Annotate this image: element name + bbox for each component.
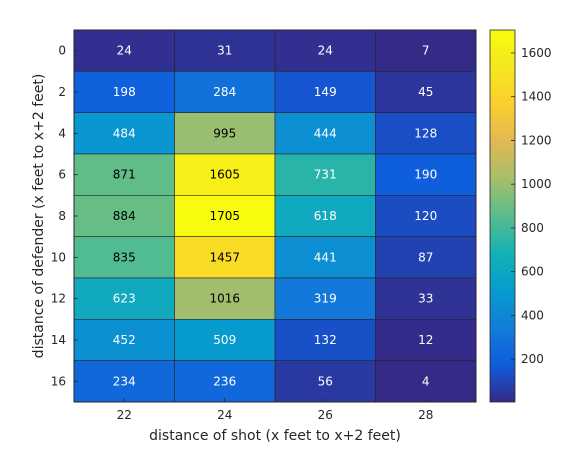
heatmap-cell: [375, 112, 477, 155]
x-axis-ticks: 22 24 26 28: [117, 398, 433, 422]
cell-value-label: 884: [113, 209, 136, 223]
colorbar-tick-label: 1200: [521, 133, 552, 147]
cell-value-label: 234: [113, 374, 136, 388]
cell-value-label: 618: [314, 209, 337, 223]
cell-value-label: 128: [414, 126, 437, 140]
heatmap-cell: [274, 277, 376, 320]
y-axis-label: distance of defender (x feet to x+2 feet…: [31, 74, 47, 359]
cell-value-label: 236: [213, 374, 236, 388]
heatmap-cell: [73, 195, 175, 237]
y-tick-label: 12: [51, 292, 66, 306]
cell-value-label: 198: [113, 85, 136, 99]
heatmap-cell: [174, 236, 276, 279]
heatmap-cells: 24 31 24 7 198 284 149 45 484 995 444 128 871 1605 731…: [73, 29, 477, 403]
y-tick-label: 16: [51, 374, 66, 388]
colorbar-tick-label: 1600: [521, 46, 552, 60]
cell-value-label: 4: [422, 374, 430, 388]
heatmap-cell: [274, 153, 376, 196]
heatmap-cell: [375, 153, 477, 196]
heatmap-cell: [274, 360, 376, 403]
cell-value-label: 33: [418, 292, 433, 306]
heatmap-cell: [375, 29, 477, 72]
cell-value-label: 1705: [209, 209, 240, 223]
cell-value-label: 1457: [209, 250, 240, 264]
colorbar-tick-label: 1000: [521, 177, 552, 191]
heatmap-cell: [274, 236, 376, 279]
y-tick-label: 8: [58, 209, 66, 223]
cell-value-label: 1605: [209, 168, 240, 182]
cell-value-label: 24: [117, 44, 132, 58]
cell-value-label: 45: [418, 85, 433, 99]
colorbar-tick-label: 400: [521, 308, 544, 322]
cell-value-label: 7: [422, 44, 430, 58]
heatmap-cell: [174, 195, 276, 237]
cell-value-label: 149: [314, 85, 337, 99]
heatmap-cell: [73, 277, 175, 320]
x-tick-label: 24: [217, 408, 232, 422]
colorbar-tick-label: 600: [521, 265, 544, 279]
x-axis-label: distance of shot (x feet to x+2 feet): [149, 428, 401, 444]
colorbar-tick-label: 800: [521, 221, 544, 235]
y-tick-label: 6: [58, 168, 66, 182]
cell-value-label: 623: [113, 292, 136, 306]
cell-value-label: 120: [414, 209, 437, 223]
heatmap-cell: [375, 277, 477, 320]
x-tick-label: 28: [418, 408, 433, 422]
heatmap-cell: [73, 29, 175, 72]
heatmap-cell: [174, 112, 276, 155]
heatmap-cell: [73, 319, 175, 361]
heatmap-cell: [174, 71, 276, 113]
cell-value-label: 441: [314, 250, 337, 264]
cell-value-label: 132: [314, 333, 337, 347]
cell-value-label: 871: [113, 168, 136, 182]
x-tick-label: 22: [117, 408, 132, 422]
heatmap-cell: [73, 153, 175, 196]
cell-value-label: 319: [314, 292, 337, 306]
y-tick-label: 2: [58, 85, 66, 99]
cell-value-label: 1016: [209, 292, 240, 306]
cell-value-label: 731: [314, 168, 337, 182]
heatmap-cell: [375, 71, 477, 113]
cell-value-label: 835: [113, 250, 136, 264]
cell-value-label: 190: [414, 168, 437, 182]
colorbar-tick-label: 1400: [521, 90, 552, 104]
cell-value-label: 444: [314, 126, 337, 140]
heatmap-cell: [375, 195, 477, 237]
cell-value-label: 56: [318, 374, 333, 388]
cell-value-label: 484: [113, 126, 136, 140]
cell-value-label: 509: [213, 333, 236, 347]
heatmap-cell: [174, 29, 276, 72]
y-tick-label: 0: [58, 44, 66, 58]
heatmap-cell: [274, 319, 376, 361]
cell-value-label: 452: [113, 333, 136, 347]
y-tick-label: 14: [51, 333, 66, 347]
cell-value-label: 31: [217, 44, 232, 58]
heatmap-cell: [73, 71, 175, 113]
y-axis-ticks: 0 2 4 6 8 10 12 14 16: [51, 44, 78, 388]
x-tick-label: 26: [318, 408, 333, 422]
cell-value-label: 284: [213, 85, 236, 99]
cell-value-label: 995: [213, 126, 236, 140]
colorbar: 200 400 600 800 1000 1200 1400 1600: [489, 29, 552, 403]
colorbar-tick-label: 200: [521, 352, 544, 366]
cell-value-label: 87: [418, 250, 433, 264]
heatmap-cell: [375, 360, 477, 403]
heatmap-cell: [174, 153, 276, 196]
y-tick-label: 10: [51, 250, 66, 264]
y-tick-label: 4: [58, 126, 66, 140]
colorbar-gradient: [489, 29, 516, 403]
cell-value-label: 24: [318, 44, 333, 58]
cell-value-label: 12: [418, 333, 433, 347]
heatmap-cell: [274, 195, 376, 237]
heatmap-cell: [73, 236, 175, 279]
